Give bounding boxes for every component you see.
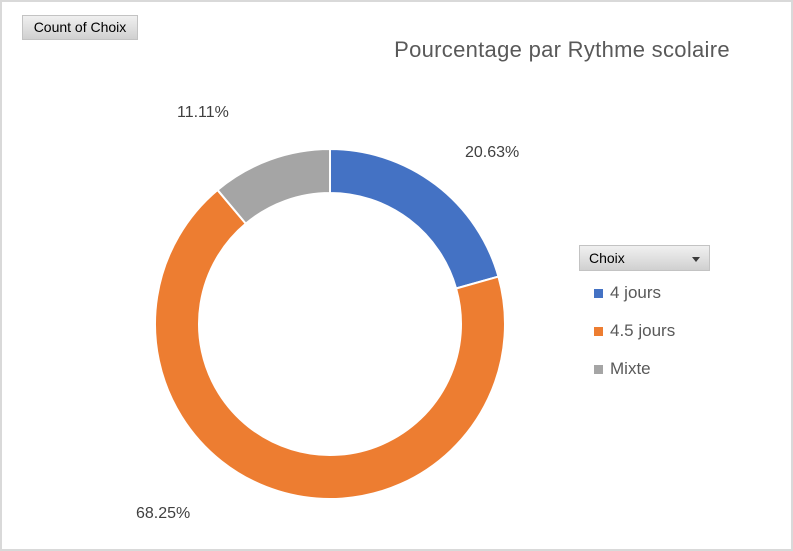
slice-4-5-jours[interactable] bbox=[154, 188, 506, 500]
dropdown-arrow-icon bbox=[692, 256, 700, 262]
legend-swatch bbox=[594, 364, 603, 374]
pivot-value-field-button[interactable]: Count of Choix bbox=[22, 15, 138, 40]
chart-title: Pourcentage par Rythme scolaire bbox=[394, 37, 730, 62]
legend-swatch bbox=[594, 288, 603, 298]
data-label-mixte: 11.11% bbox=[177, 104, 229, 121]
legend-item-4-jours[interactable]: 4 jours bbox=[594, 283, 675, 303]
legend-field-button[interactable]: Choix bbox=[579, 245, 710, 271]
legend: 4 jours 4.5 jours Mixte bbox=[594, 283, 675, 397]
legend-swatch bbox=[594, 326, 603, 336]
slice-mixte[interactable] bbox=[216, 147, 331, 226]
legend-item-4-5-jours[interactable]: 4.5 jours bbox=[594, 321, 675, 341]
legend-label: 4.5 jours bbox=[610, 321, 676, 340]
legend-label: Mixte bbox=[610, 359, 651, 378]
data-label-4-5-jours: 68.25% bbox=[136, 505, 191, 522]
slice-4-jours[interactable] bbox=[329, 147, 500, 290]
data-label-4-jours: 20.63% bbox=[465, 144, 520, 161]
legend-label: 4 jours bbox=[610, 283, 662, 302]
legend-item-mixte[interactable]: Mixte bbox=[594, 359, 675, 379]
legend-field-button-label: Choix bbox=[589, 250, 625, 266]
